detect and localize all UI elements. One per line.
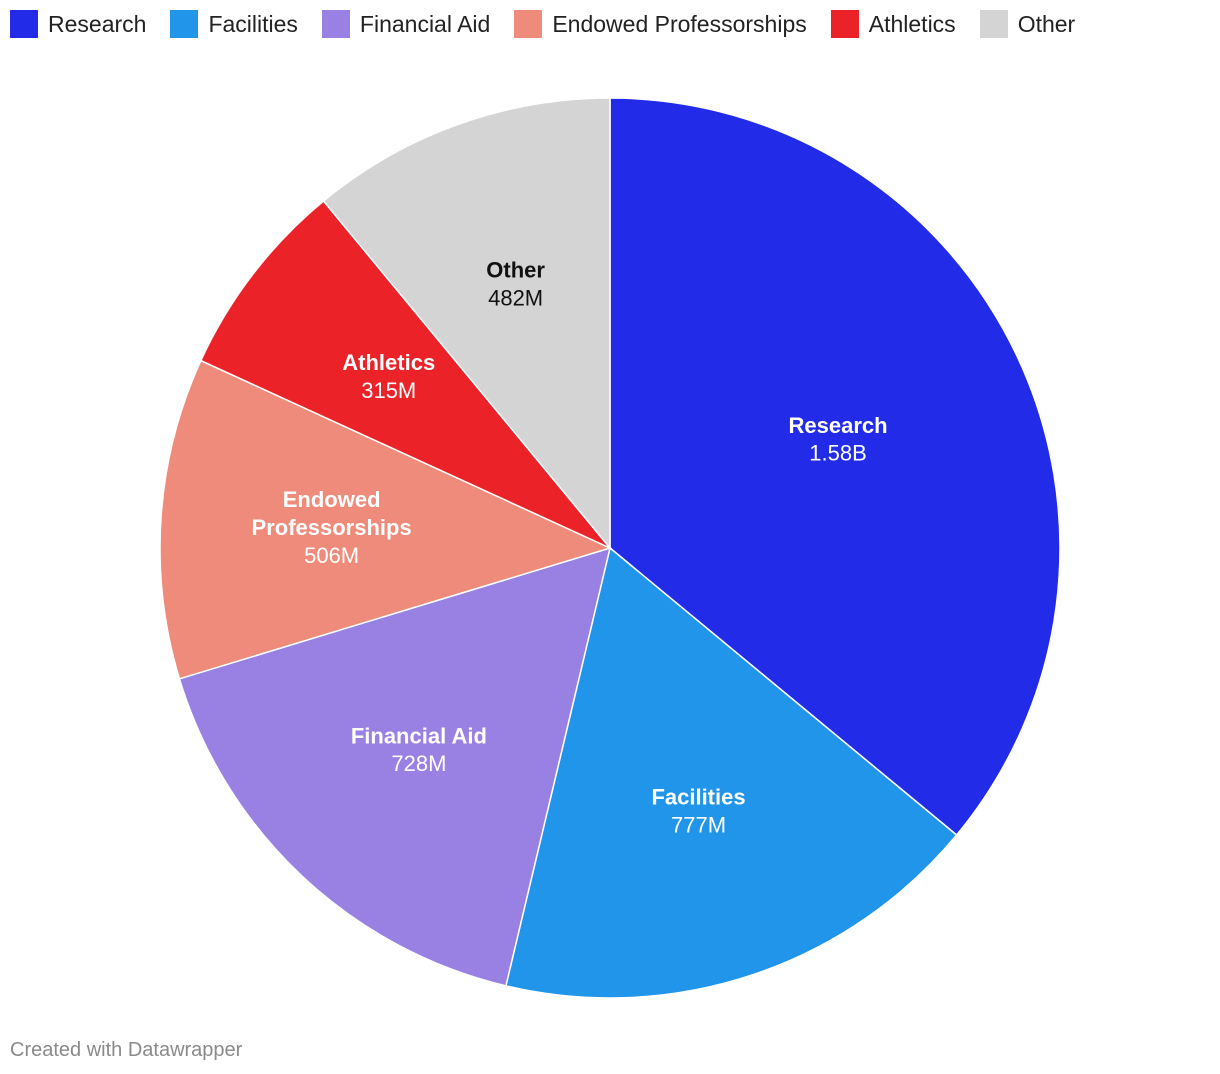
slice-value-financial-aid: 728M (391, 751, 446, 776)
pie-slice-research (609, 97, 1061, 837)
pie-slice-other (322, 97, 611, 551)
slice-label-endowed-professorships: Endowed Professorships 506M (252, 487, 412, 568)
slice-label-research: Research 1.58B (789, 413, 888, 466)
slice-name-athletics: Athletics (342, 350, 435, 375)
pie-slices (159, 97, 1061, 999)
legend-item-financial-aid: Financial Aid (321, 8, 491, 40)
legend-item-research: Research (10, 8, 146, 40)
legend-swatch-endowed-professorships (514, 10, 543, 38)
slice-value-facilities: 777M (671, 812, 726, 837)
slice-name-endowed-professorships: Endowed Professorships (252, 487, 412, 540)
pie-slice-endowed-professorships (159, 359, 613, 680)
pie-slice-facilities (505, 546, 958, 999)
legend-swatch-facilities (170, 10, 199, 38)
slice-value-endowed-professorships: 506M (304, 543, 359, 568)
slice-name-financial-aid: Financial Aid (351, 723, 487, 748)
legend-item-athletics: Athletics (830, 8, 956, 40)
slice-name-research: Research (789, 413, 888, 438)
slice-name-facilities: Facilities (651, 784, 745, 809)
legend-swatch-athletics (830, 10, 859, 38)
pie-slice-financial-aid (178, 546, 612, 987)
legend-label-financial-aid: Financial Aid (359, 11, 491, 37)
slice-label-other: Other 482M (486, 257, 545, 310)
chart-credit: Created with Datawrapper (10, 1039, 243, 1061)
slice-value-athletics: 315M (361, 378, 416, 403)
slice-label-athletics: Athletics 315M (342, 350, 435, 403)
legend-item-other: Other (979, 8, 1076, 40)
legend-label-facilities: Facilities (208, 11, 298, 37)
pie-labels: Research 1.58B Facilities 777M Financial Aid… (252, 257, 888, 837)
legend-item-facilities: Facilities (170, 8, 298, 40)
legend-swatch-financial-aid (321, 10, 350, 38)
legend-label-athletics: Athletics (868, 11, 956, 37)
chart-legend: Research Facilities Financial Aid Endowe… (10, 8, 1099, 40)
legend-item-endowed-professorships: Endowed Professorships (514, 8, 807, 40)
legend-label-other: Other (1017, 11, 1076, 37)
legend-label-endowed-professorships: Endowed Professorships (552, 11, 807, 37)
pie-slice-athletics (199, 199, 611, 549)
slice-label-facilities: Facilities 777M (651, 784, 745, 837)
legend-swatch-other (979, 10, 1008, 38)
legend-label-research: Research (48, 11, 147, 37)
legend-swatch-research (10, 10, 38, 38)
slice-name-other: Other (486, 257, 545, 282)
slice-value-research: 1.58B (809, 441, 867, 466)
slice-label-financial-aid: Financial Aid 728M (351, 723, 487, 776)
slice-value-other: 482M (488, 285, 543, 310)
